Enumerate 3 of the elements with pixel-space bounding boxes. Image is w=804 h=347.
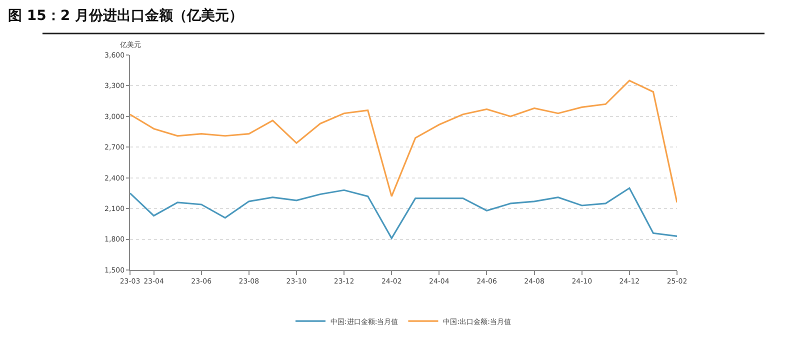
line-series (130, 187, 677, 240)
chart-title: 图 15：2 月份进出口金额（亿美元） (8, 7, 244, 24)
line-series (130, 80, 677, 204)
